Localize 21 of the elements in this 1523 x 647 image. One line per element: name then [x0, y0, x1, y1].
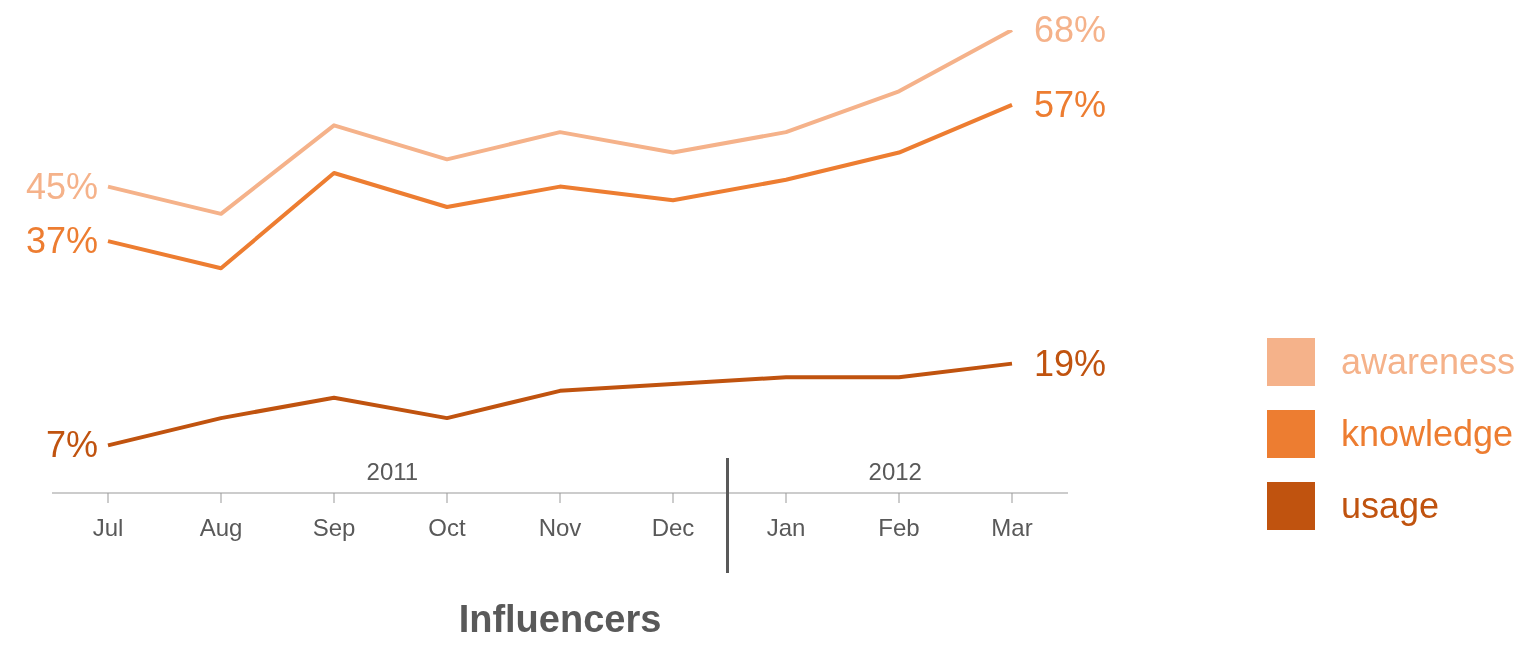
x-tick-label: Mar [991, 514, 1033, 542]
x-tick-label: Aug [199, 514, 243, 542]
data-label: 68% [1034, 9, 1107, 50]
data-label: 57% [1034, 83, 1107, 125]
x-tick-label: Oct [428, 514, 466, 542]
legend-label: awareness [1340, 341, 1515, 383]
data-label: 19% [1034, 342, 1107, 384]
data-label: 45% [25, 165, 98, 207]
text: 2012 [867, 458, 923, 486]
x-tick-label: Dec [651, 514, 695, 542]
legend-label: usage [1340, 485, 1439, 527]
data-label: 7% [45, 424, 98, 466]
x-tick-label: Feb [878, 514, 920, 542]
x-tick-label: Jul [92, 514, 124, 542]
x-tick-label: Jan [766, 514, 806, 542]
x-tick-label: Sep [312, 514, 356, 542]
text: 2011 [365, 458, 420, 486]
legend-label: knowledge [1340, 413, 1514, 455]
data-label: 37% [25, 220, 98, 262]
text: Influencers [457, 598, 663, 641]
x-tick-label: Nov [538, 514, 582, 542]
